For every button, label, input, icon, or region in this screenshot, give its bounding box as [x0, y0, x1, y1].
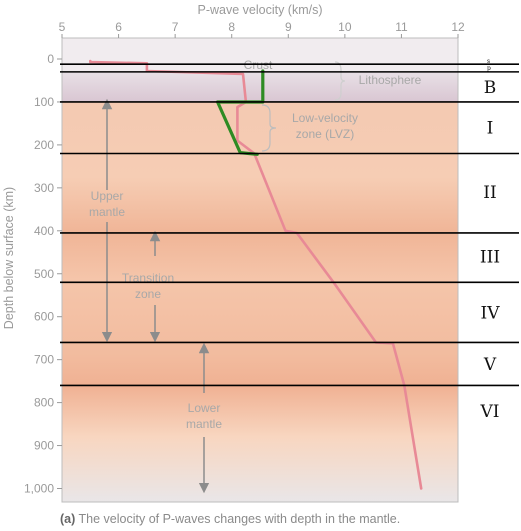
layer-label: B — [484, 78, 497, 98]
mantle-background — [62, 38, 458, 502]
x-axis-ticks: 5 6 7 8 9 10 11 12 — [59, 20, 465, 38]
lvz-label-line1: Low-velocity — [292, 111, 358, 125]
x-axis-title: P-wave velocity (km/s) — [197, 3, 322, 17]
layer-label: IV — [481, 303, 501, 323]
upper-mantle-label-line2: mantle — [89, 205, 125, 219]
x-tick-label: 12 — [451, 20, 465, 34]
x-tick-label: 10 — [338, 20, 352, 34]
layer-label: I — [487, 119, 494, 139]
annotations: Crust Lithosphere Low-velocity zone (LVZ… — [89, 58, 422, 494]
crust-band — [62, 38, 458, 72]
lithosphere-band — [62, 71, 458, 102]
y-tick-label: 0 — [47, 52, 54, 66]
layer-label: V — [483, 355, 497, 375]
figure-caption: (a) The velocity of P-waves changes with… — [60, 512, 400, 526]
y-tick-label: 200 — [34, 138, 54, 152]
x-tick-label: 7 — [172, 20, 179, 34]
lvz-brace — [261, 104, 277, 152]
layer-label-s: s — [487, 58, 490, 65]
y-tick-label: 900 — [34, 439, 54, 453]
y-tick-label: 1,000 — [24, 482, 54, 496]
lower-mantle-label-line1: Lower — [188, 401, 221, 415]
x-tick-label: 9 — [285, 20, 292, 34]
y-tick-label: 300 — [34, 181, 54, 195]
lower-mantle-label-line2: mantle — [186, 417, 222, 431]
y-axis-ticks: 0 100 200 300 400 500 600 700 800 900 1,000 — [24, 52, 62, 496]
plot-background — [61, 37, 459, 503]
y-tick-label: 800 — [34, 396, 54, 410]
plot-frame — [61, 37, 459, 503]
layer-label: II — [483, 183, 496, 203]
y-tick-label: 600 — [34, 310, 54, 324]
y-tick-label: 700 — [34, 353, 54, 367]
lithosphere-label: Lithosphere — [359, 73, 422, 87]
y-tick-label: 500 — [34, 267, 54, 281]
crust-label: Crust — [244, 58, 273, 72]
transition-zone-label-line2: zone — [135, 287, 161, 301]
x-tick-label: 11 — [395, 20, 408, 34]
y-axis-title: Depth below surface (km) — [2, 187, 16, 329]
caption-text: The velocity of P-waves changes with dep… — [75, 512, 400, 526]
x-tick-label: 5 — [59, 20, 66, 34]
y-tick-label: 100 — [34, 95, 54, 109]
y-tick-label: 400 — [34, 224, 54, 238]
x-tick-label: 8 — [228, 20, 235, 34]
transition-zone-label-line1: Transition — [122, 271, 174, 285]
caption-label: (a) — [60, 512, 75, 526]
layer-label: VI — [480, 402, 500, 422]
layer-boundaries — [60, 63, 519, 387]
lithosphere-brace — [334, 61, 346, 101]
layer-label: III — [480, 248, 500, 268]
upper-mantle-label-line1: Upper — [91, 189, 124, 203]
layer-label-p: p — [487, 65, 491, 72]
x-tick-label: 6 — [115, 20, 122, 34]
lvz-label-line2: zone (LVZ) — [296, 127, 354, 141]
